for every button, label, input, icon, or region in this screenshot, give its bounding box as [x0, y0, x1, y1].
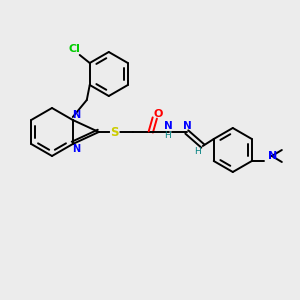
Text: N: N: [183, 121, 192, 131]
Text: N: N: [72, 110, 80, 120]
Text: H: H: [164, 131, 171, 140]
Text: N: N: [268, 151, 277, 161]
Text: N: N: [164, 121, 173, 131]
Text: Cl: Cl: [69, 44, 81, 54]
Text: O: O: [153, 109, 163, 119]
Text: N: N: [72, 144, 80, 154]
Text: S: S: [110, 125, 119, 139]
Text: H: H: [194, 148, 201, 157]
